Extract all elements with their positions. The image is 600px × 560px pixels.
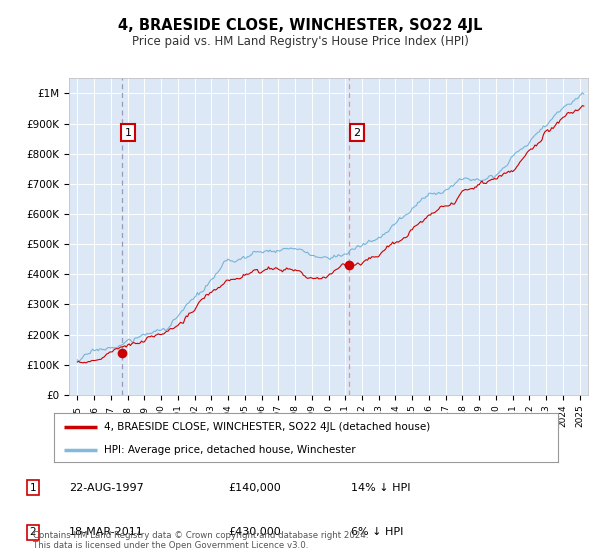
Text: 18-MAR-2011: 18-MAR-2011: [69, 527, 144, 537]
Text: 14% ↓ HPI: 14% ↓ HPI: [351, 483, 410, 493]
Text: 22-AUG-1997: 22-AUG-1997: [69, 483, 144, 493]
Text: 2: 2: [29, 527, 37, 537]
Text: Price paid vs. HM Land Registry's House Price Index (HPI): Price paid vs. HM Land Registry's House …: [131, 35, 469, 49]
Text: 4, BRAESIDE CLOSE, WINCHESTER, SO22 4JL: 4, BRAESIDE CLOSE, WINCHESTER, SO22 4JL: [118, 18, 482, 32]
Text: 2: 2: [353, 128, 361, 138]
Text: Contains HM Land Registry data © Crown copyright and database right 2024.
This d: Contains HM Land Registry data © Crown c…: [33, 530, 368, 550]
Text: £430,000: £430,000: [228, 527, 281, 537]
Text: 1: 1: [125, 128, 132, 138]
Text: £140,000: £140,000: [228, 483, 281, 493]
Text: 1: 1: [29, 483, 37, 493]
Text: 4, BRAESIDE CLOSE, WINCHESTER, SO22 4JL (detached house): 4, BRAESIDE CLOSE, WINCHESTER, SO22 4JL …: [104, 422, 431, 432]
Text: HPI: Average price, detached house, Winchester: HPI: Average price, detached house, Winc…: [104, 445, 356, 455]
Text: 6% ↓ HPI: 6% ↓ HPI: [351, 527, 403, 537]
